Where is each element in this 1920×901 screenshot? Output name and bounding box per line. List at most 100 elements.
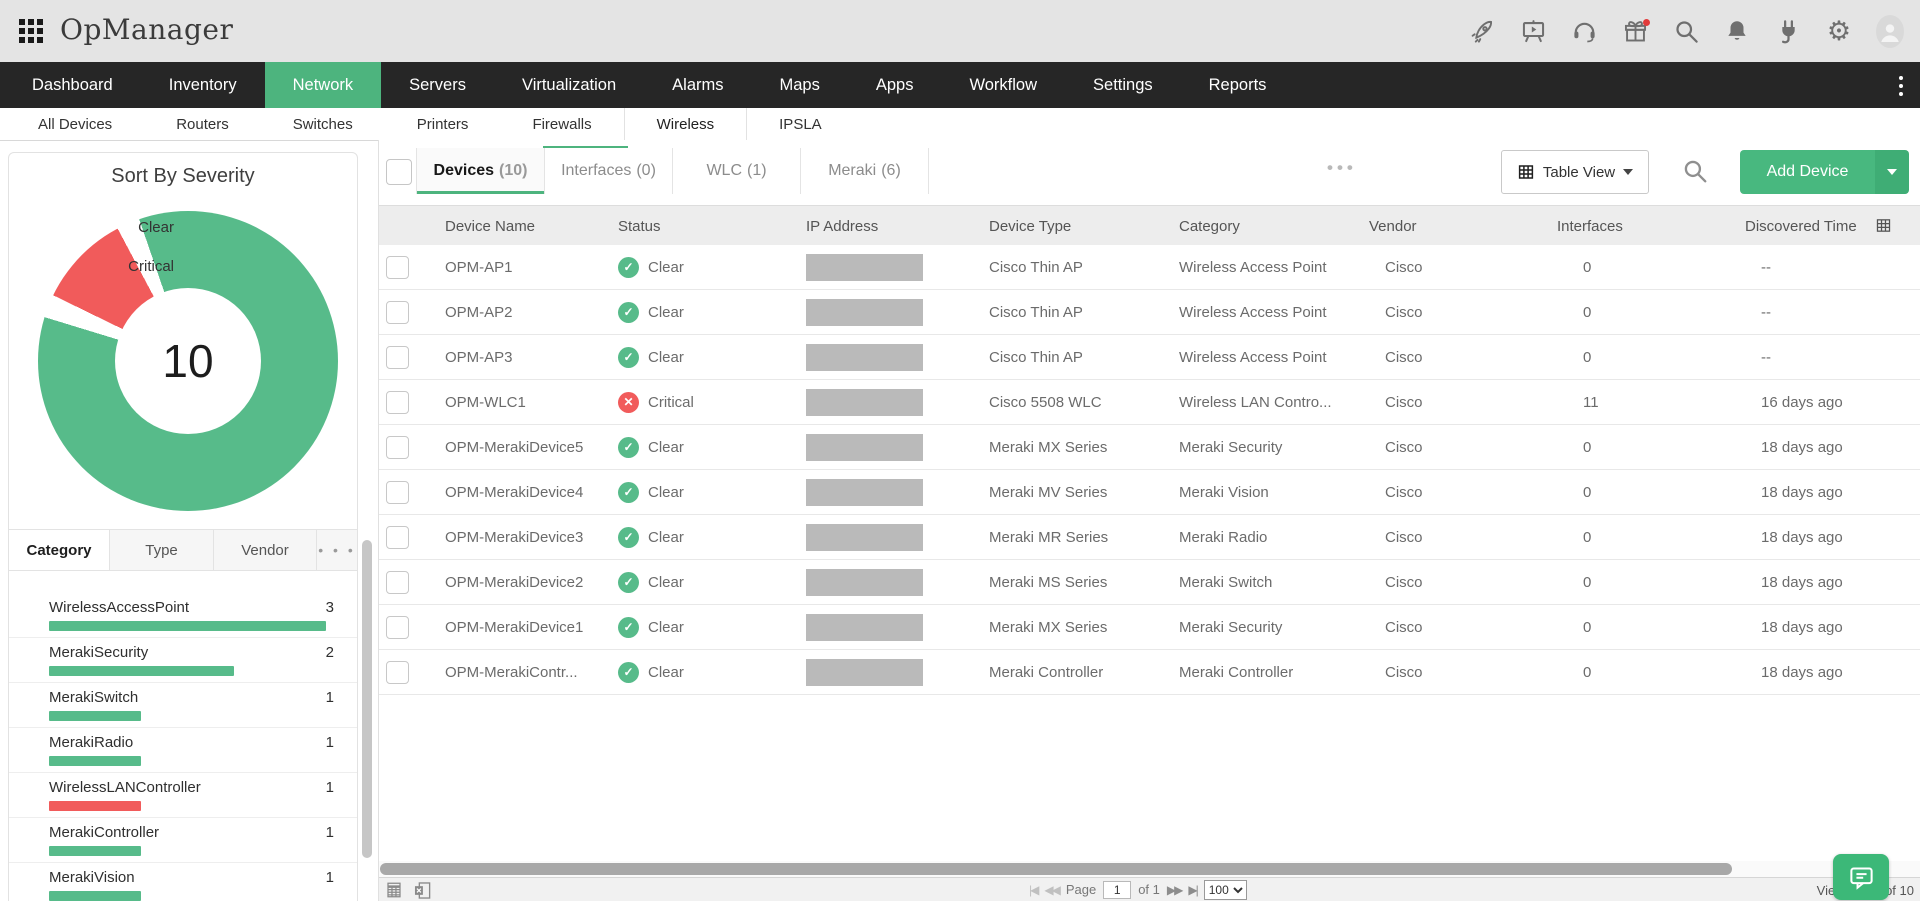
col-vendor[interactable]: Vendor bbox=[1369, 217, 1417, 235]
device-name-link[interactable]: OPM-MerakiDevice5 bbox=[445, 438, 584, 456]
device-name-link[interactable]: OPM-MerakiDevice4 bbox=[445, 483, 584, 501]
row-checkbox[interactable] bbox=[386, 525, 409, 549]
device-name-link[interactable]: OPM-AP2 bbox=[445, 303, 513, 321]
category-filter-item[interactable]: MerakiController 1 bbox=[9, 818, 357, 863]
category-filter-item[interactable]: MerakiVision 1 bbox=[9, 863, 357, 901]
support-headset-icon[interactable] bbox=[1570, 17, 1598, 45]
device-name-link[interactable]: OPM-MerakiDevice2 bbox=[445, 573, 584, 591]
nav-tab[interactable]: Servers bbox=[381, 62, 494, 108]
row-checkbox[interactable] bbox=[386, 300, 409, 324]
last-page-icon[interactable]: ▶| bbox=[1188, 882, 1198, 897]
category-filter-item[interactable]: WirelessLANController 1 bbox=[9, 773, 357, 818]
page-size-select[interactable]: 100 bbox=[1203, 879, 1247, 900]
category-filter-item[interactable]: MerakiSecurity 2 bbox=[9, 638, 357, 683]
row-checkbox[interactable] bbox=[386, 435, 409, 459]
table-row[interactable]: OPM-MerakiDevice1 Clear Meraki MX Series… bbox=[379, 605, 1920, 650]
sidebar-filter-tab[interactable]: Vendor bbox=[214, 530, 317, 570]
table-search-icon[interactable] bbox=[1679, 155, 1711, 187]
subnav-tab[interactable]: All Devices bbox=[6, 108, 144, 140]
sidebar-filter-tab[interactable]: Category bbox=[9, 530, 110, 570]
first-page-icon[interactable]: |◀ bbox=[1029, 882, 1039, 897]
nav-tab[interactable]: Inventory bbox=[141, 62, 265, 108]
user-avatar[interactable] bbox=[1876, 14, 1904, 48]
nav-tab[interactable]: Reports bbox=[1181, 62, 1295, 108]
device-group-tab[interactable]: Interfaces (0) bbox=[545, 148, 673, 194]
select-all-checkbox[interactable] bbox=[386, 159, 412, 185]
export-excel-icon[interactable] bbox=[412, 880, 432, 900]
prev-page-icon[interactable]: ◀◀ bbox=[1044, 882, 1061, 897]
category-filter-item[interactable]: MerakiRadio 1 bbox=[9, 728, 357, 773]
table-row[interactable]: OPM-AP2 Clear Cisco Thin AP Wireless Acc… bbox=[379, 290, 1920, 335]
nav-tab[interactable]: Dashboard bbox=[4, 62, 141, 108]
device-group-tab[interactable]: WLC (1) bbox=[673, 148, 801, 194]
table-view-button[interactable]: Table View bbox=[1501, 150, 1649, 194]
table-row[interactable]: OPM-AP3 Clear Cisco Thin AP Wireless Acc… bbox=[379, 335, 1920, 380]
col-ip-address[interactable]: IP Address bbox=[806, 217, 879, 235]
toolbar-more-icon[interactable]: ••• bbox=[1327, 158, 1357, 177]
table-row[interactable]: OPM-WLC1 Critical Cisco 5508 WLC Wireles… bbox=[379, 380, 1920, 425]
settings-gear-icon[interactable]: ⚙ bbox=[1826, 15, 1852, 46]
subnav-tab[interactable]: Routers bbox=[144, 108, 261, 140]
table-row[interactable]: OPM-MerakiDevice5 Clear Meraki MX Series… bbox=[379, 425, 1920, 470]
nav-tab[interactable]: Alarms bbox=[644, 62, 751, 108]
add-device-label[interactable]: Add Device bbox=[1740, 150, 1875, 194]
table-row[interactable]: OPM-MerakiDevice2 Clear Meraki MS Series… bbox=[379, 560, 1920, 605]
category-filter-item[interactable]: MerakiSwitch 1 bbox=[9, 683, 357, 728]
category-filter-item[interactable]: WirelessAccessPoint 3 bbox=[9, 593, 357, 638]
row-checkbox[interactable] bbox=[386, 255, 409, 279]
row-checkbox[interactable] bbox=[386, 615, 409, 639]
whats-new-gift-icon[interactable] bbox=[1621, 17, 1650, 45]
subnav-tab[interactable]: Wireless bbox=[623, 108, 748, 140]
horizontal-scrollbar-track[interactable] bbox=[379, 861, 1920, 877]
device-name-link[interactable]: OPM-MerakiContr... bbox=[445, 663, 578, 681]
sidebar-scrollbar[interactable] bbox=[362, 540, 372, 858]
rocket-icon[interactable] bbox=[1468, 17, 1496, 45]
device-name-link[interactable]: OPM-WLC1 bbox=[445, 393, 526, 411]
device-group-tab[interactable]: Meraki (6) bbox=[801, 148, 929, 194]
horizontal-scrollbar-thumb[interactable] bbox=[380, 863, 1732, 875]
severity-donut[interactable]: 10 bbox=[38, 211, 338, 511]
add-device-dropdown[interactable] bbox=[1875, 150, 1909, 194]
nav-tab[interactable]: Maps bbox=[752, 62, 848, 108]
device-group-tab[interactable]: Devices (10) bbox=[417, 148, 545, 194]
nav-tab[interactable]: Apps bbox=[848, 62, 942, 108]
col-discovered-time[interactable]: Discovered Time bbox=[1745, 217, 1857, 235]
global-search-icon[interactable] bbox=[1672, 17, 1700, 45]
demo-presentation-icon[interactable] bbox=[1519, 17, 1547, 45]
row-checkbox[interactable] bbox=[386, 660, 409, 684]
table-row[interactable]: OPM-MerakiDevice3 Clear Meraki MR Series… bbox=[379, 515, 1920, 560]
table-row[interactable]: OPM-MerakiDevice4 Clear Meraki MV Series… bbox=[379, 470, 1920, 515]
row-checkbox[interactable] bbox=[386, 390, 409, 414]
device-name-link[interactable]: OPM-MerakiDevice3 bbox=[445, 528, 584, 546]
device-name-link[interactable]: OPM-AP1 bbox=[445, 258, 513, 276]
row-checkbox[interactable] bbox=[386, 570, 409, 594]
row-checkbox[interactable] bbox=[386, 345, 409, 369]
col-device-type[interactable]: Device Type bbox=[989, 217, 1072, 235]
export-table-icon[interactable] bbox=[384, 880, 404, 900]
nav-tab[interactable]: Network bbox=[264, 62, 382, 108]
col-device-name[interactable]: Device Name bbox=[445, 217, 536, 235]
page-number-input[interactable] bbox=[1103, 880, 1132, 899]
col-status[interactable]: Status bbox=[618, 217, 661, 235]
subnav-tab[interactable]: Printers bbox=[385, 108, 501, 140]
nav-overflow-menu-icon[interactable] bbox=[1896, 73, 1906, 99]
add-device-button[interactable]: Add Device bbox=[1740, 150, 1909, 194]
subnav-tab[interactable]: Firewalls bbox=[500, 108, 623, 140]
col-category[interactable]: Category bbox=[1179, 217, 1240, 235]
sidebar-more-tabs-icon[interactable]: • • • bbox=[318, 542, 356, 558]
feedback-chat-button[interactable] bbox=[1833, 854, 1889, 900]
next-page-icon[interactable]: ▶▶ bbox=[1166, 882, 1184, 897]
nav-tab[interactable]: Workflow bbox=[941, 62, 1065, 108]
col-interfaces[interactable]: Interfaces bbox=[1557, 217, 1623, 235]
nav-tab[interactable]: Virtualization bbox=[494, 62, 644, 108]
subnav-tab[interactable]: IPSLA bbox=[747, 108, 854, 140]
row-checkbox[interactable] bbox=[386, 480, 409, 504]
table-row[interactable]: OPM-MerakiContr... Clear Meraki Controll… bbox=[379, 650, 1920, 695]
table-row[interactable]: OPM-AP1 Clear Cisco Thin AP Wireless Acc… bbox=[379, 245, 1920, 290]
integrations-plug-icon[interactable] bbox=[1774, 17, 1802, 45]
subnav-tab[interactable]: Switches bbox=[261, 108, 385, 140]
sidebar-filter-tab[interactable]: Type bbox=[110, 530, 214, 570]
device-name-link[interactable]: OPM-MerakiDevice1 bbox=[445, 618, 584, 636]
app-launcher-icon[interactable] bbox=[18, 18, 44, 44]
device-name-link[interactable]: OPM-AP3 bbox=[445, 348, 513, 366]
